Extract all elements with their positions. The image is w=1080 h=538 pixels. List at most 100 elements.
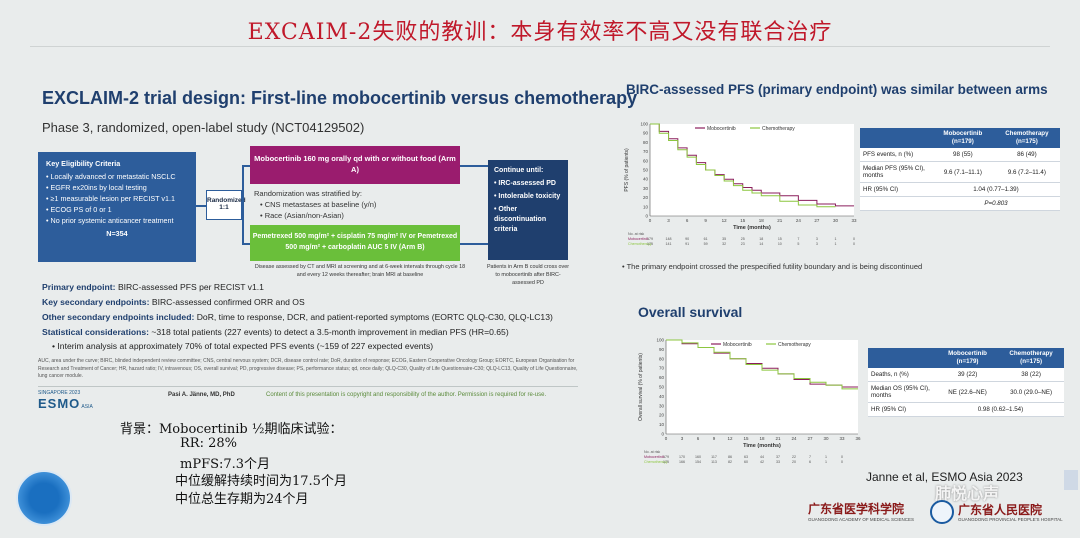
y-tick-label: 70 xyxy=(643,149,649,154)
at-risk-value: 32 xyxy=(722,242,726,246)
x-axis-label: Time (months) xyxy=(743,443,781,449)
eligibility-item: Locally advanced or metastatic NSCLC xyxy=(46,171,188,182)
x-tick-label: 3 xyxy=(667,218,670,223)
abbreviations: AUC, area under the curve; BIRC, blinded… xyxy=(38,358,578,379)
legend-label: Mobocertinib xyxy=(723,342,752,348)
x-tick-label: 33 xyxy=(839,436,845,441)
table-cell: Median OS (95% CI), months xyxy=(868,381,937,403)
y-tick-label: 30 xyxy=(643,186,649,191)
arm-b-box: Pemetrexed 500 mg/m² + cisplatin 75 mg/m… xyxy=(250,225,460,261)
at-risk-value: 91 xyxy=(685,242,689,246)
continue-item: IRC-assessed PD xyxy=(494,179,562,189)
table-row: PFS events, n (%) 98 (55) 86 (49) xyxy=(860,148,1060,162)
table-cell: 98 (55) xyxy=(931,148,994,162)
y-tick-label: 80 xyxy=(659,356,665,361)
at-risk-row-label: Chemotherapy xyxy=(644,460,668,464)
table-header: Mobocertinib (n=179) xyxy=(936,348,999,368)
y-tick-label: 20 xyxy=(659,413,665,418)
primary-text: BIRC-assessed PFS per RECIST v1.1 xyxy=(117,282,264,292)
at-risk-value: 179 xyxy=(647,237,653,241)
at-risk-row-label: Mobocertinib xyxy=(644,455,665,459)
table-cell: 38 (22) xyxy=(998,368,1064,382)
society-logo xyxy=(16,470,72,526)
stat-label: Statistical considerations: xyxy=(42,327,149,337)
secondary-text: BIRC-assessed confirmed ORR and OS xyxy=(151,297,305,307)
at-risk-value: 0 xyxy=(853,242,855,246)
at-risk-value: 141 xyxy=(666,242,672,246)
series-line-chemotherapy xyxy=(650,123,836,208)
at-risk-value: 7 xyxy=(797,237,799,241)
y-axis-label: PFS (% of patients) xyxy=(624,148,630,192)
arm-a-box: Mobocertinib 160 mg orally qd with or wi… xyxy=(250,146,460,184)
presenter: Pasi A. Jänne, MD, PhD xyxy=(168,392,235,398)
y-tick-label: 90 xyxy=(643,131,649,136)
y-tick-label: 100 xyxy=(640,122,648,127)
at-risk-label: No. at risk xyxy=(628,232,644,236)
pfs-bullet: • The primary endpoint crossed the presp… xyxy=(622,262,923,271)
wechat-watermark: 肺悦心声 xyxy=(935,486,1000,503)
x-tick-label: 33 xyxy=(851,218,857,223)
table-row: Median PFS (95% CI), months 9.6 (7.1–11.… xyxy=(860,161,1060,183)
table-cell: 86 (49) xyxy=(993,148,1060,162)
at-risk-value: 148 xyxy=(666,237,672,241)
trial-design-title: EXCLAIM-2 trial design: First-line moboc… xyxy=(42,88,638,108)
x-tick-label: 15 xyxy=(740,218,746,223)
y-tick-label: 20 xyxy=(643,195,649,200)
os-title: Overall survival xyxy=(638,304,743,320)
y-tick-label: 50 xyxy=(643,168,649,173)
y-tick-label: 30 xyxy=(659,403,665,408)
at-risk-row-label: Chemotherapy xyxy=(628,242,652,246)
at-risk-label: No. at risk xyxy=(644,450,660,454)
pfs-bullet-text: The primary endpoint crossed the prespec… xyxy=(626,262,923,271)
at-risk-value: 1 xyxy=(825,455,827,459)
eligibility-item: No prior systemic anticancer treatment xyxy=(46,215,188,226)
at-risk-value: 10 xyxy=(778,242,782,246)
at-risk-value: 37 xyxy=(776,455,780,459)
trial-design-subtitle: Phase 3, randomized, open-label study (N… xyxy=(42,120,365,135)
stratification-item: CNS metastases at baseline (y/n) xyxy=(260,199,377,210)
at-risk-value: 35 xyxy=(722,237,726,241)
at-risk-value: 42 xyxy=(760,460,764,464)
arrow xyxy=(460,243,488,245)
y-tick-label: 60 xyxy=(659,375,665,380)
x-tick-label: 30 xyxy=(823,436,829,441)
at-risk-value: 175 xyxy=(647,242,653,246)
esmo-logo: SINGAPORE 2023 ESMO ASIA xyxy=(38,390,93,411)
table-cell: Deaths, n (%) xyxy=(868,368,937,382)
note-line-5: 中位总生存期为24个月 xyxy=(175,492,309,507)
y-tick-label: 90 xyxy=(659,347,665,352)
table-header: Mobocertinib (n=179) xyxy=(931,128,994,148)
at-risk-value: 60 xyxy=(744,460,748,464)
at-risk-value: 1 xyxy=(834,242,836,246)
table-row: Median OS (95% CI), months NE (22.6–NE) … xyxy=(868,381,1064,403)
at-risk-value: 166 xyxy=(679,460,685,464)
table-row: P=0.803 xyxy=(860,196,1060,211)
table-cell: 39 (22) xyxy=(936,368,999,382)
x-tick-label: 0 xyxy=(665,436,668,441)
y-tick-label: 50 xyxy=(659,385,665,390)
other-endpoints: Other secondary endpoints included: DoR,… xyxy=(42,312,553,322)
crossover-note: Patients in Arm B could cross over to mo… xyxy=(486,264,570,286)
y-tick-label: 10 xyxy=(659,422,665,427)
table-cell: 0.98 (0.62–1.54) xyxy=(936,402,1064,417)
table-header: Chemotherapy (n=175) xyxy=(998,348,1064,368)
y-tick-label: 60 xyxy=(643,158,649,163)
x-tick-label: 18 xyxy=(759,218,765,223)
at-risk-value: 63 xyxy=(744,455,748,459)
scroll-indicator xyxy=(1064,470,1078,490)
x-tick-label: 27 xyxy=(807,436,813,441)
continue-item: Other discontinuation criteria xyxy=(494,205,562,235)
table-cell: Median PFS (95% CI), months xyxy=(860,161,932,183)
legend-label: Chemotherapy xyxy=(778,342,811,348)
x-tick-label: 24 xyxy=(791,436,797,441)
arrow xyxy=(196,205,206,207)
plot-area xyxy=(650,124,854,216)
x-tick-label: 15 xyxy=(743,436,749,441)
at-risk-value: 23 xyxy=(741,242,745,246)
statistical-considerations: Statistical considerations: ~318 total p… xyxy=(42,327,509,337)
hospital-name: 广东省人民医院 xyxy=(958,503,1043,517)
table-row: HR (95% CI) 1.04 (0.77–1.39) xyxy=(860,182,1060,197)
table-cell: NE (22.6–NE) xyxy=(936,381,999,403)
